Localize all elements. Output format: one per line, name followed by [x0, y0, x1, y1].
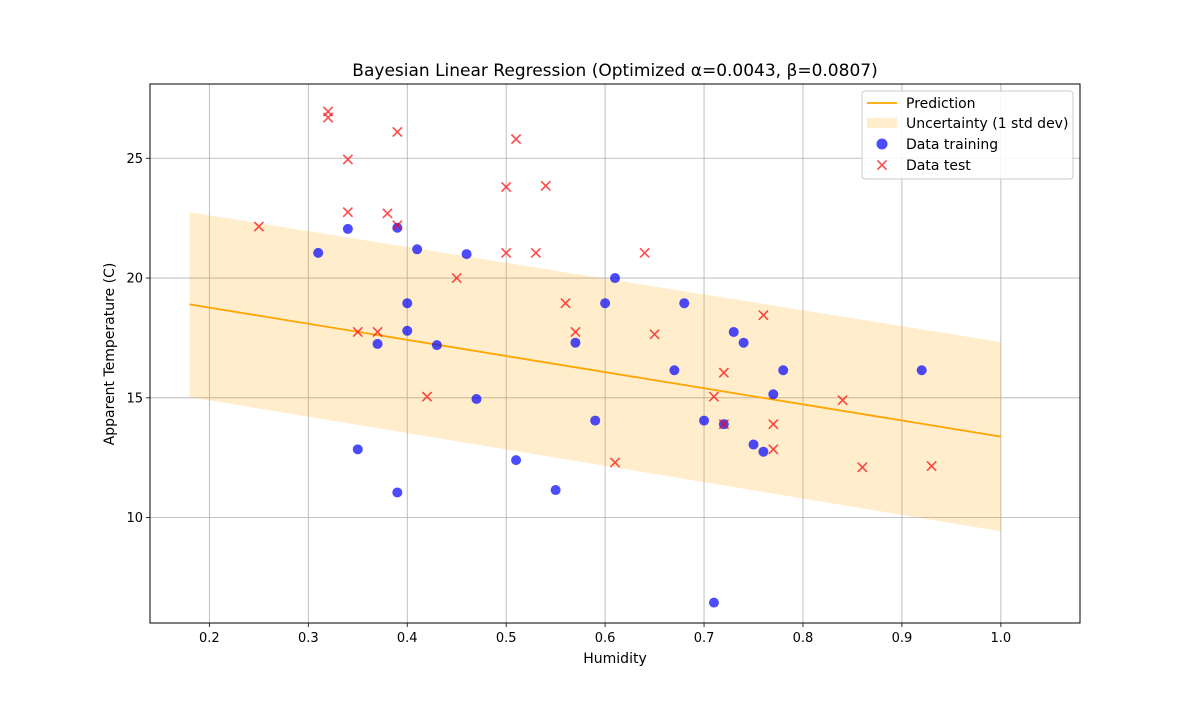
training-point — [748, 439, 759, 450]
test-point — [718, 419, 729, 430]
x-tick-label: 0.5 — [496, 631, 517, 646]
training-point — [679, 298, 690, 309]
training-point — [461, 249, 472, 260]
x-tick-label: 0.2 — [199, 631, 220, 646]
training-point — [402, 325, 413, 336]
y-axis-label: Apparent Temperature (C) — [102, 263, 118, 446]
training-point — [600, 298, 611, 309]
x-tick-label: 0.7 — [694, 631, 715, 646]
training-point — [768, 389, 779, 400]
legend-label-prediction: Prediction — [906, 96, 976, 112]
training-point — [728, 326, 739, 337]
test-point — [342, 206, 354, 218]
test-point — [837, 395, 848, 406]
legend-test-x-icon — [876, 159, 888, 171]
x-tick-label: 0.8 — [793, 631, 814, 646]
test-point — [352, 326, 363, 338]
test-point — [530, 247, 542, 259]
test-point — [540, 180, 551, 191]
legend: Prediction Uncertainty (1 std dev) Data … — [861, 90, 1074, 180]
test-point — [857, 462, 868, 473]
data-points-group — [253, 106, 937, 608]
x-tick-label: 0.4 — [397, 631, 418, 646]
training-point — [412, 244, 423, 255]
test-point — [382, 208, 393, 219]
test-point — [451, 272, 462, 284]
legend-label-uncertainty: Uncertainty (1 std dev) — [906, 116, 1068, 132]
legend-uncertainty-patch — [867, 118, 897, 128]
prediction-line — [189, 303, 1001, 438]
training-point — [342, 223, 353, 234]
training-point — [313, 247, 324, 258]
training-point — [471, 394, 482, 405]
test-point — [501, 247, 512, 259]
test-point — [708, 391, 720, 402]
test-point — [322, 112, 334, 123]
x-tick-label: 0.3 — [298, 631, 319, 646]
x-tick-label: 0.9 — [892, 631, 913, 646]
training-point — [699, 415, 710, 426]
uncertainty-band — [189, 212, 1001, 532]
y-tick-label: 15 — [126, 391, 143, 406]
training-point — [372, 338, 383, 349]
test-point — [768, 444, 779, 455]
x-tick-label: 1.0 — [991, 631, 1012, 646]
test-point — [253, 221, 264, 232]
uncertainty-band-group — [189, 212, 1001, 532]
x-axis-label: Humidity — [583, 651, 646, 667]
y-tick-label: 10 — [126, 511, 143, 526]
training-point — [590, 415, 601, 426]
plot-frame — [149, 83, 1081, 624]
training-point — [778, 365, 789, 376]
legend-label-training: Data training — [906, 137, 998, 153]
training-point — [610, 273, 620, 284]
training-point — [402, 298, 413, 309]
training-point — [570, 337, 581, 348]
legend-box — [861, 90, 1074, 180]
test-point — [510, 133, 522, 145]
training-point — [738, 337, 749, 348]
test-point — [758, 310, 769, 321]
test-point — [501, 181, 512, 193]
chart-title: Bayesian Linear Regression (Optimized α=… — [352, 61, 877, 81]
x-tick-label: 0.6 — [595, 631, 616, 646]
training-point — [550, 485, 561, 496]
test-point — [421, 391, 433, 402]
training-point — [758, 446, 769, 457]
test-point — [768, 419, 779, 430]
training-point — [708, 597, 719, 608]
training-point — [392, 487, 403, 498]
legend-test-marker — [876, 159, 888, 171]
test-point — [392, 126, 403, 138]
test-point — [649, 329, 660, 340]
training-point — [511, 455, 522, 466]
test-point — [609, 457, 621, 468]
axis-ticks: 0.2 0.3 0.4 0.5 0.6 0.7 0.8 0.9 1.0 10 15 20 25 — [126, 152, 1011, 646]
test-point — [718, 367, 729, 378]
y-tick-label: 25 — [126, 152, 143, 167]
training-point — [352, 444, 363, 455]
training-point — [431, 340, 442, 351]
test-point — [560, 298, 571, 309]
training-point — [669, 365, 680, 376]
test-point — [639, 247, 650, 259]
test-point — [342, 154, 354, 165]
y-tick-label: 20 — [126, 272, 143, 287]
test-point — [926, 460, 937, 472]
test-point — [392, 220, 403, 231]
test-point — [570, 326, 581, 338]
training-point — [916, 365, 927, 376]
legend-label-test: Data test — [906, 158, 971, 174]
test-point — [372, 326, 383, 338]
prediction-line-group — [189, 303, 1001, 438]
legend-training-marker — [876, 138, 888, 150]
training-point — [392, 222, 403, 233]
